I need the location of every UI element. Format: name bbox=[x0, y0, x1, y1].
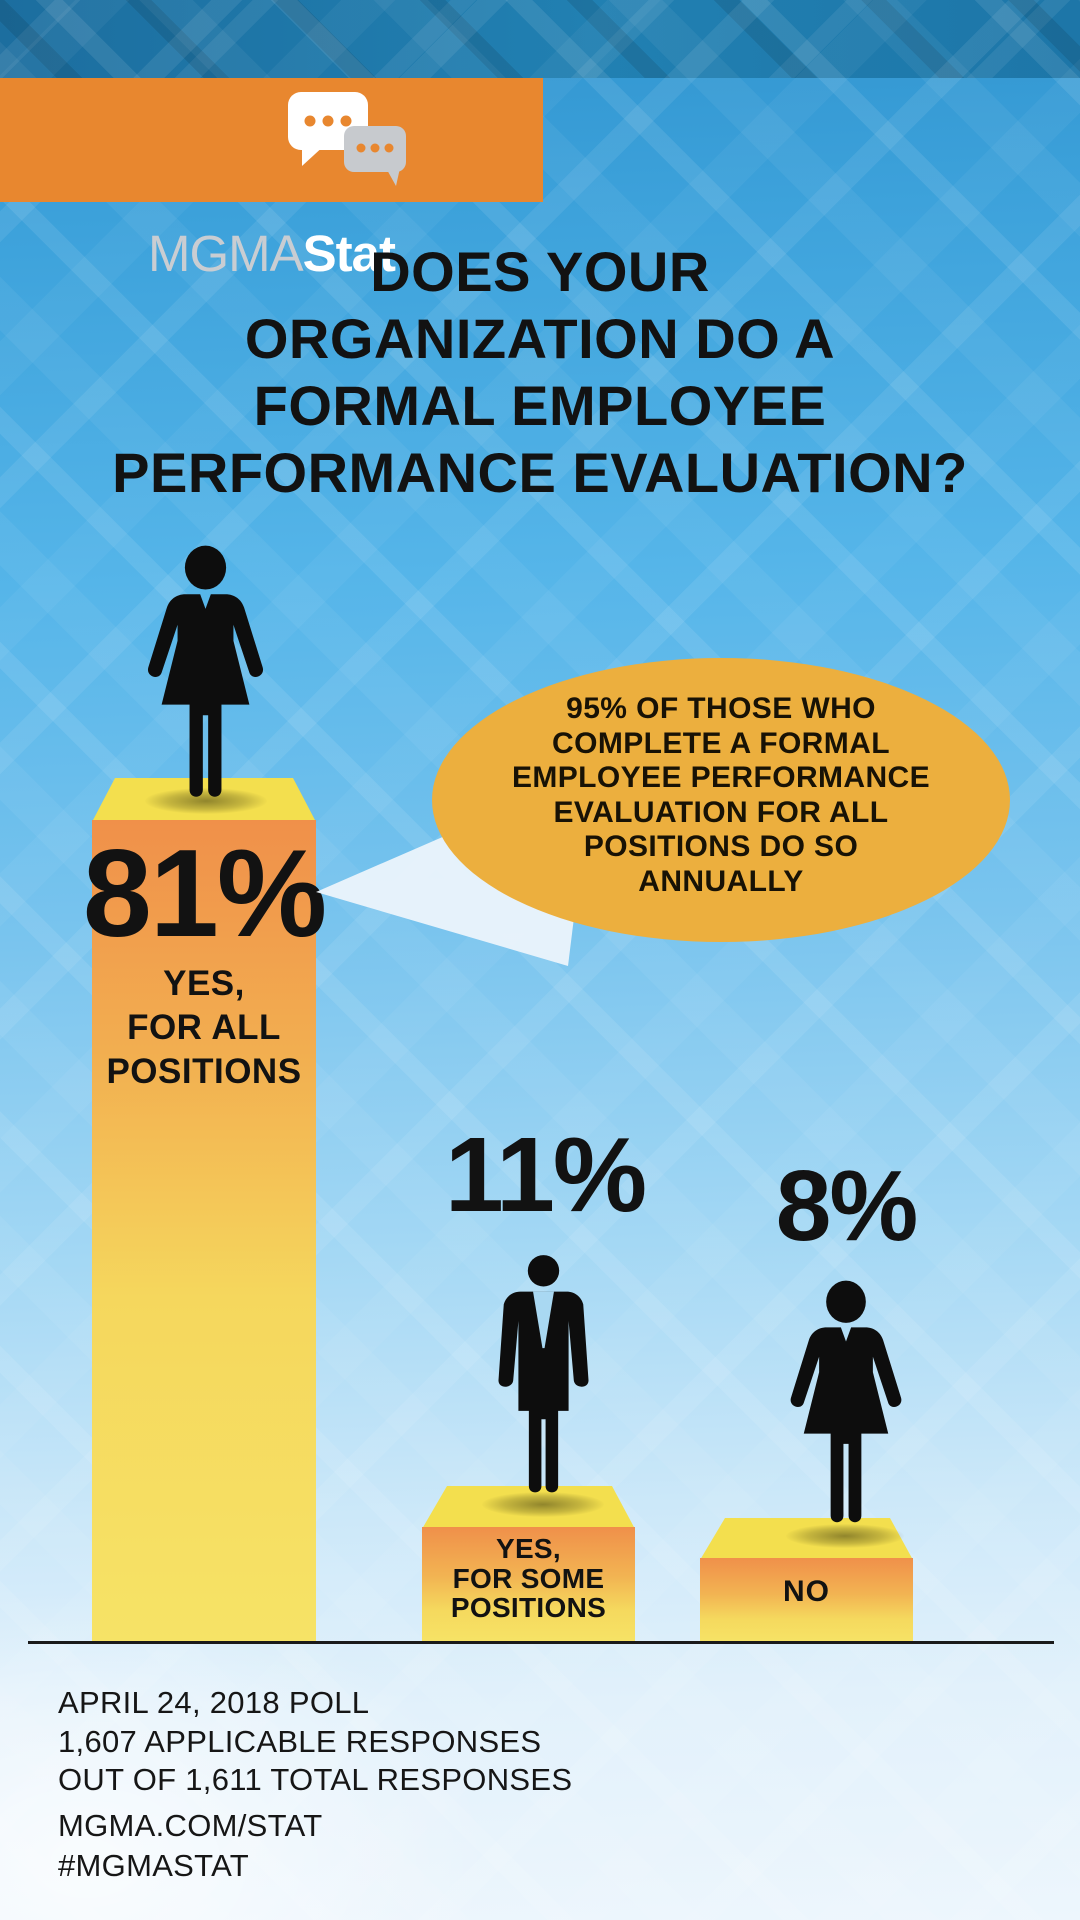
banner-texture bbox=[0, 0, 1080, 78]
poll-applicable-responses: 1,607 APPLICABLE RESPONSES bbox=[58, 1723, 542, 1759]
callout-bubble: 95% OF THOSE WHO COMPLETE A FORMAL EMPLO… bbox=[432, 658, 1010, 942]
poll-total-responses: OUT OF 1,611 TOTAL RESPONSES bbox=[58, 1762, 573, 1797]
title-line-1: DOES YOUR bbox=[370, 240, 710, 303]
figure-shadow bbox=[482, 1492, 604, 1517]
figure-shadow bbox=[145, 788, 267, 814]
tie-cutout bbox=[533, 1291, 554, 1349]
poll-links: MGMA.COM/STAT #MGMASTAT bbox=[58, 1806, 323, 1886]
bar-yes-some-value: 11% bbox=[444, 1116, 647, 1234]
title-line-2: ORGANIZATION DO A bbox=[244, 307, 836, 370]
bar-no-value: 8% bbox=[775, 1150, 919, 1262]
bar-yes-some-face bbox=[422, 1527, 635, 1643]
poll-meta: APRIL 24, 2018 POLL 1,607 APPLICABLE RES… bbox=[58, 1684, 572, 1800]
callout-text: 95% OF THOSE WHO COMPLETE A FORMAL EMPLO… bbox=[511, 692, 931, 898]
man-figure-icon bbox=[486, 1248, 601, 1516]
top-banner-strip bbox=[0, 0, 1080, 78]
title-line-3: FORMAL EMPLOYEE bbox=[253, 374, 827, 437]
brand-header: MGMAStat bbox=[0, 78, 543, 282]
mgma-stat-hashtag: #MGMASTAT bbox=[58, 1848, 250, 1883]
brand-logo: MGMAStat bbox=[148, 224, 528, 282]
chat-bubbles-icon bbox=[282, 84, 412, 199]
title-line-4: PERFORMANCE EVALUATION? bbox=[112, 441, 968, 504]
woman-figure-icon bbox=[139, 545, 272, 816]
brand-logo-stat: Stat bbox=[302, 225, 396, 282]
bar-yes-some-label: YES, FOR SOME POSITIONS bbox=[450, 1533, 607, 1623]
bar-yes-all-face bbox=[92, 820, 316, 1643]
brand-logo-mgma: MGMA bbox=[148, 225, 304, 282]
poll-question-title: DOES YOUR ORGANIZATION DO A FORMAL EMPLO… bbox=[40, 238, 1040, 506]
bar-yes-all-label: YES, FOR ALL POSITIONS bbox=[106, 964, 302, 1091]
figure-shadow bbox=[786, 1524, 904, 1548]
mgma-stat-url: MGMA.COM/STAT bbox=[58, 1808, 323, 1843]
poll-date: APRIL 24, 2018 POLL bbox=[58, 1685, 370, 1720]
bar-yes-all-value: 81% bbox=[82, 825, 327, 963]
bar-no-label: NO bbox=[783, 1575, 830, 1608]
woman-figure-icon bbox=[782, 1280, 910, 1541]
bar-no-face bbox=[700, 1558, 913, 1643]
chart-baseline bbox=[28, 1641, 1054, 1644]
